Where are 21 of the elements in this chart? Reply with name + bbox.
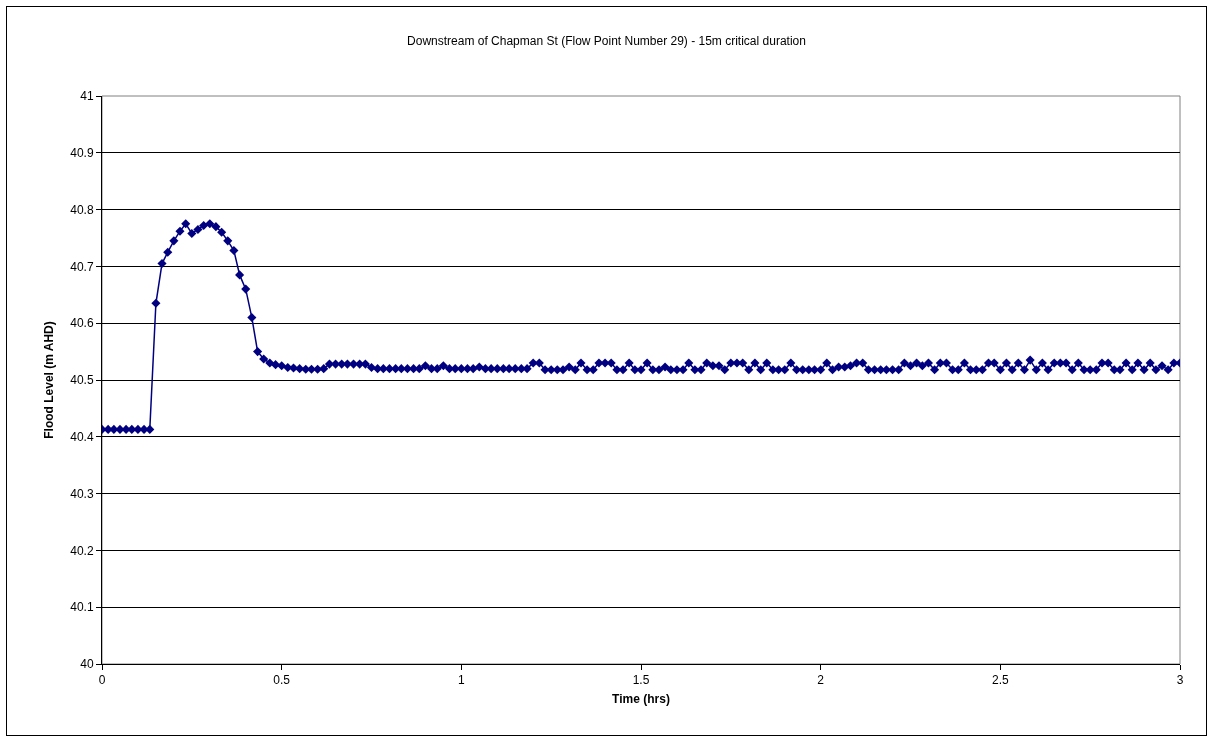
- x-tick-label: 1: [457, 673, 465, 688]
- x-tick-label: 3: [1176, 673, 1184, 688]
- y-tick-label: 40: [80, 657, 94, 672]
- y-axis-title: Flood Level (m AHD): [41, 321, 56, 439]
- y-tick-label: 40.1: [70, 600, 94, 615]
- x-tick-label: 0.5: [273, 673, 291, 688]
- y-tick-label: 40.5: [70, 373, 94, 388]
- y-tick-label: 40.4: [70, 430, 94, 444]
- x-tick-label: 0: [98, 673, 106, 688]
- x-tick-label: 1.5: [632, 673, 650, 688]
- y-tick-label: 40.9: [70, 146, 94, 160]
- y-tick-label: 41: [80, 89, 94, 104]
- chart-title: Downstream of Chapman St (Flow Point Number 29) - 15m critical duration: [407, 34, 806, 49]
- x-tick-label: 2: [817, 673, 825, 688]
- y-tick-label: 40.6: [70, 316, 94, 331]
- y-tick-label: 40.2: [70, 543, 94, 558]
- y-tick-label: 40.7: [70, 259, 94, 274]
- y-tick-label: 40.3: [70, 486, 94, 501]
- y-tick-label: 40.8: [70, 202, 94, 217]
- x-axis-title: Time (hrs): [612, 692, 670, 707]
- x-tick-label: 2.5: [991, 673, 1009, 688]
